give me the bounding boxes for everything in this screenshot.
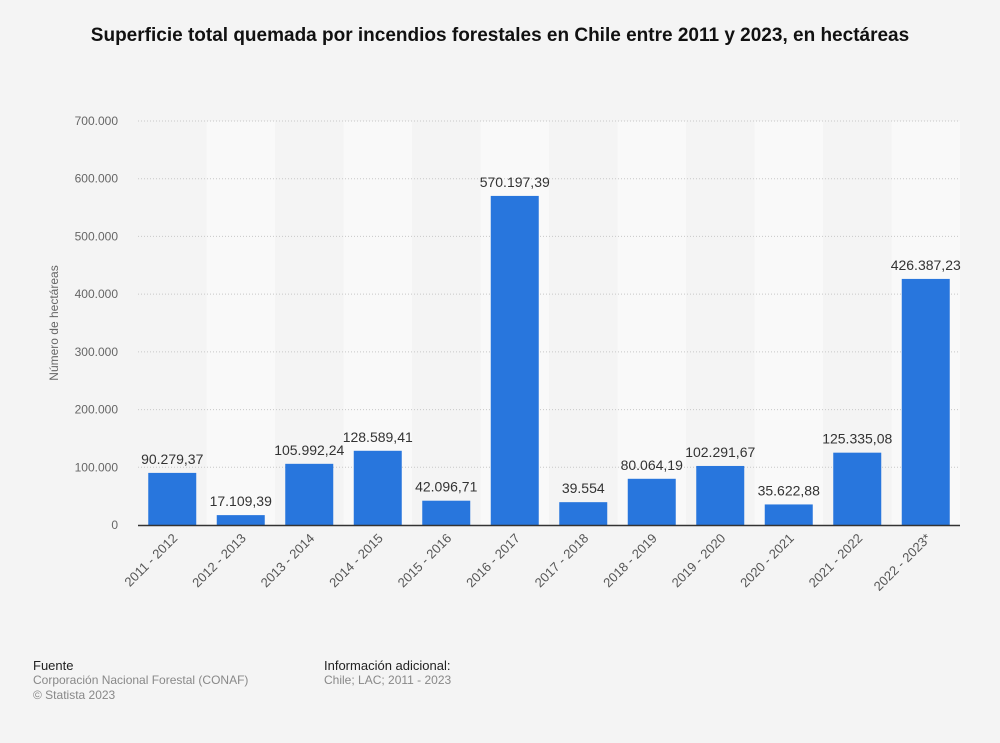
chart-title: Superficie total quemada por incendios f…: [90, 25, 910, 46]
x-tick-label: 2017 - 2018: [532, 531, 592, 591]
source-heading: Fuente: [33, 658, 74, 673]
x-tick-label: 2012 - 2013: [189, 531, 249, 591]
data-label: 105.992,24: [274, 442, 344, 458]
x-tick-label: 2018 - 2019: [600, 531, 660, 591]
info-block: Información adicional: Chile; LAC; 2011 …: [324, 658, 451, 688]
source-text: Corporación Nacional Forestal (CONAF): [33, 673, 249, 687]
x-tick-label: 2020 - 2021: [737, 531, 797, 591]
y-tick-label: 200.000: [75, 403, 119, 417]
data-label: 35.622,88: [758, 482, 820, 498]
y-tick-label: 0: [111, 518, 118, 532]
data-label: 17.109,39: [210, 493, 272, 509]
bar: [627, 478, 676, 525]
bar: [833, 452, 882, 525]
bar: [216, 515, 265, 525]
x-tick-label: 2021 - 2022: [806, 531, 866, 591]
y-tick-label: 300.000: [75, 345, 119, 359]
y-tick-label: 100.000: [75, 460, 119, 474]
info-heading: Información adicional:: [324, 658, 451, 673]
data-label: 125.335,08: [822, 431, 892, 447]
y-tick-label: 700.000: [75, 114, 119, 128]
data-label: 102.291,67: [685, 444, 755, 460]
y-tick-label: 600.000: [75, 172, 119, 186]
y-axis-label: Número de hectáreas: [47, 265, 61, 380]
bar: [353, 450, 402, 525]
x-tick-label: 2013 - 2014: [258, 531, 318, 591]
bar: [559, 502, 608, 525]
band: [754, 121, 823, 525]
data-label: 570.197,39: [480, 174, 550, 190]
band: [617, 121, 686, 525]
x-tick-label: 2019 - 2020: [669, 531, 729, 591]
bar: [490, 195, 539, 525]
y-tick-label: 500.000: [75, 229, 119, 243]
data-label: 39.554: [562, 480, 605, 496]
x-tick-label: 2016 - 2017: [463, 531, 523, 591]
data-label: 90.279,37: [141, 451, 203, 467]
copyright: © Statista 2023: [33, 688, 116, 702]
bar: [422, 500, 471, 525]
bar: [696, 465, 745, 525]
info-text: Chile; LAC; 2011 - 2023: [324, 673, 452, 687]
bar: [764, 504, 813, 525]
data-label: 426.387,23: [891, 257, 961, 273]
x-tick-label: 2014 - 2015: [326, 531, 386, 591]
bar: [901, 278, 950, 525]
x-tick-label: 2022 - 2023*: [871, 531, 934, 594]
data-label: 80.064,19: [621, 457, 683, 473]
y-tick-label: 400.000: [75, 287, 119, 301]
bar: [148, 472, 197, 525]
bar: [285, 463, 334, 525]
band: [206, 121, 275, 525]
x-tick-label: 2015 - 2016: [395, 531, 455, 591]
data-label: 128.589,41: [343, 429, 413, 445]
source-block: Fuente Corporación Nacional Forestal (CO…: [33, 658, 248, 703]
data-label: 42.096,71: [415, 479, 477, 495]
x-tick-label: 2011 - 2012: [121, 531, 180, 590]
